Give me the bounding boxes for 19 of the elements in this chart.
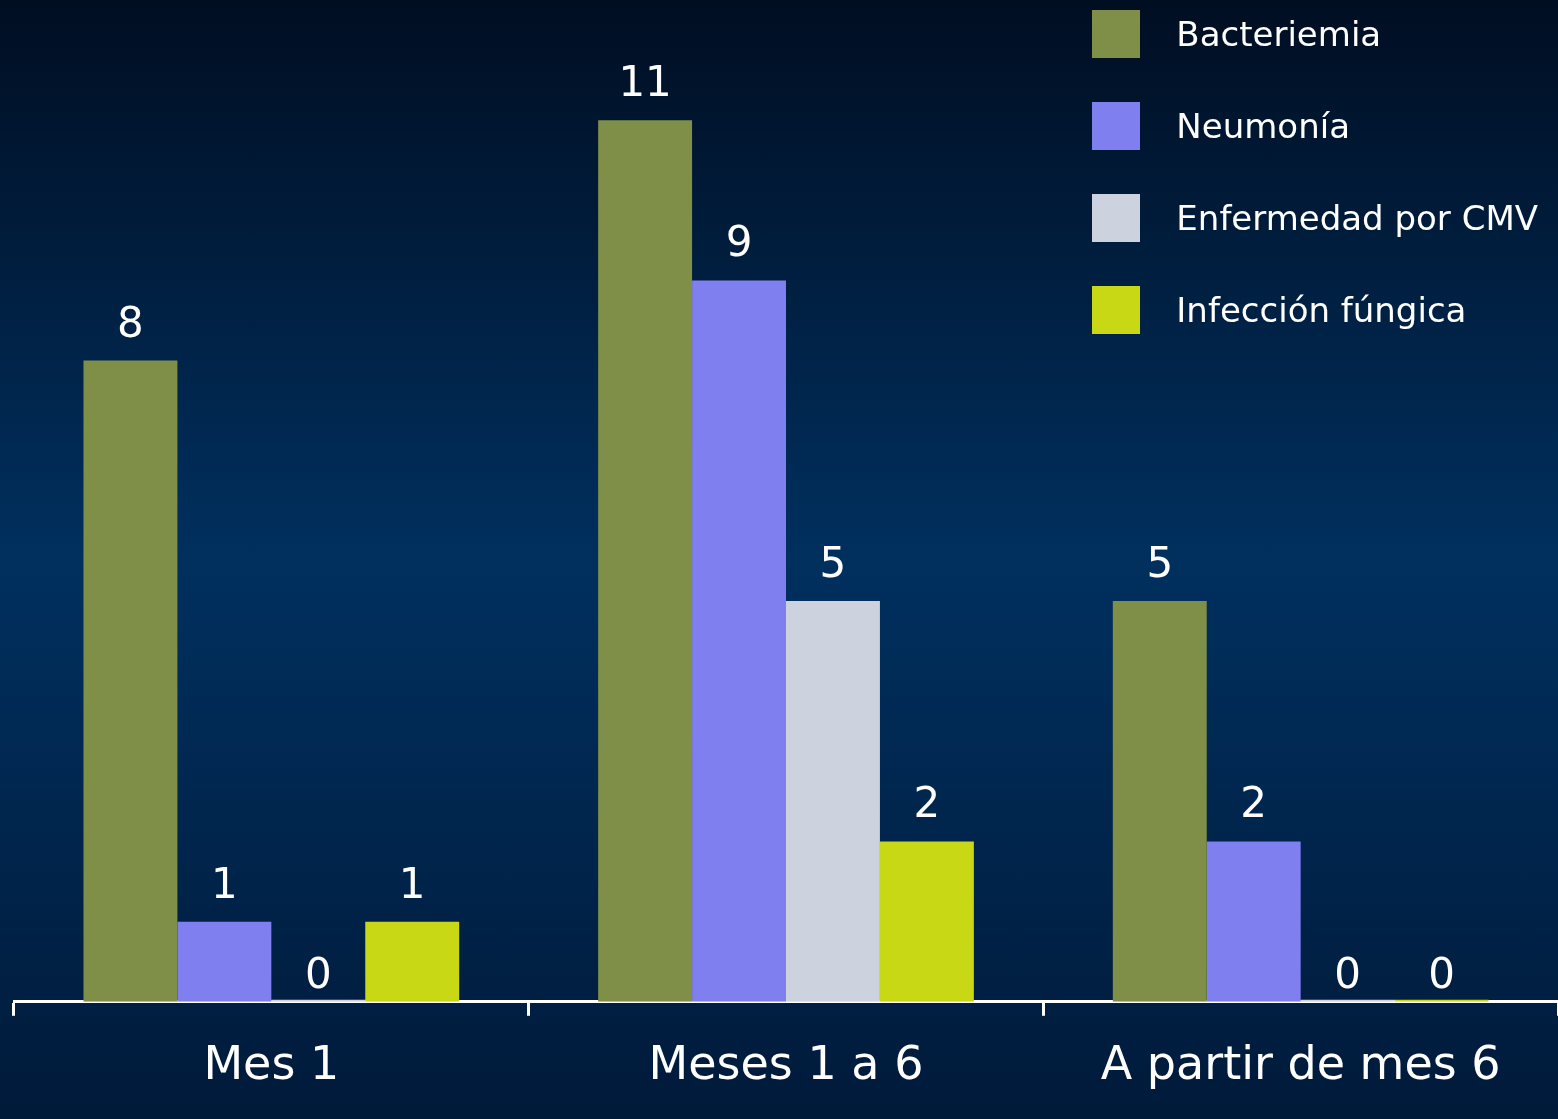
data-label: 2 <box>913 778 941 828</box>
data-label: 1 <box>398 858 426 908</box>
legend-label: Enfermedad por CMV <box>1176 198 1538 238</box>
data-label: 0 <box>304 948 332 998</box>
data-label: 8 <box>117 297 144 347</box>
data-label: 9 <box>725 217 753 267</box>
data-label: 2 <box>1240 778 1268 828</box>
data-label: 0 <box>1428 948 1455 998</box>
data-label: 5 <box>819 537 847 587</box>
legend-label: Bacteriemia <box>1176 14 1382 54</box>
legend-label: Neumonía <box>1176 106 1350 146</box>
data-label: 0 <box>1334 948 1361 998</box>
data-label: 5 <box>1146 537 1174 587</box>
legend-label: Infección fúngica <box>1176 290 1467 330</box>
x-tick-label: Meses 1 a 6 <box>648 1036 924 1091</box>
x-tick-label: Mes 1 <box>203 1036 340 1091</box>
data-label: 11 <box>618 57 672 107</box>
data-label: 1 <box>211 858 238 908</box>
x-tick-label: A partir de mes 6 <box>1100 1036 1501 1091</box>
